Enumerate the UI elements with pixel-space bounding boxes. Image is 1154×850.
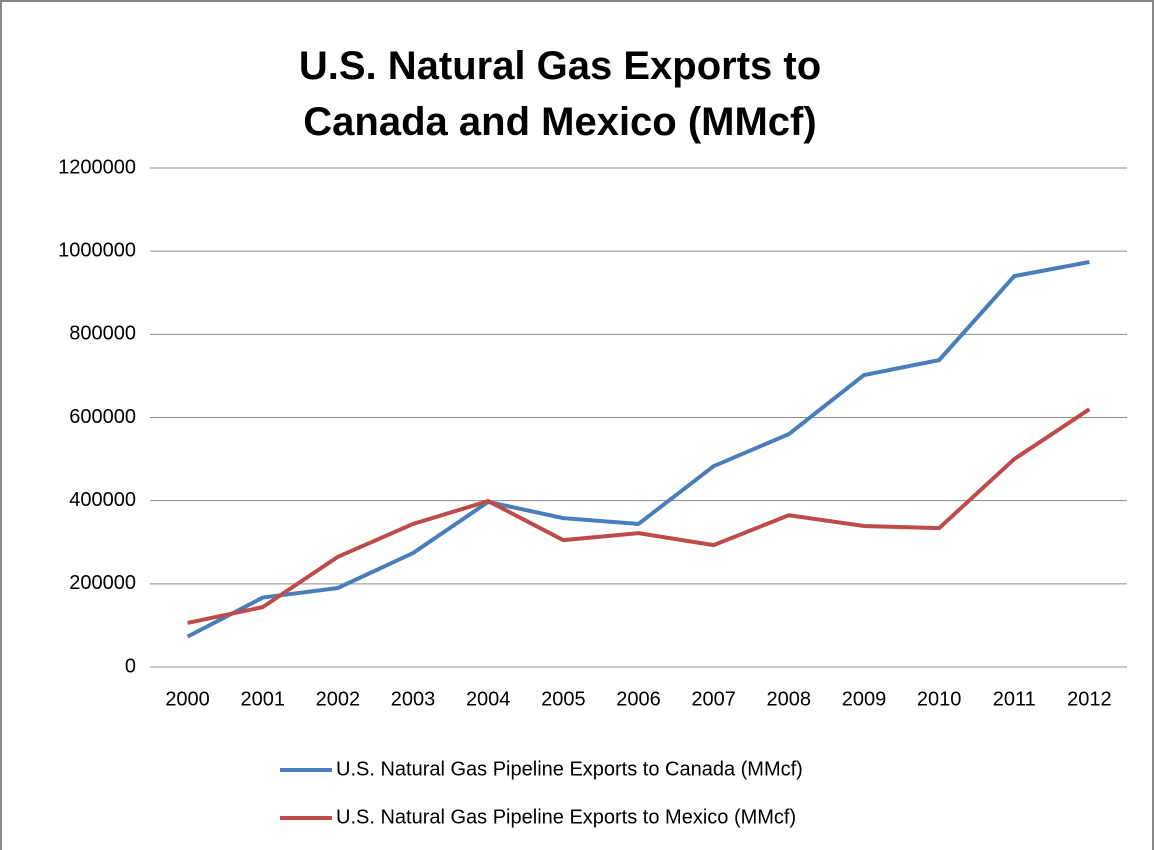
x-tick-label: 2009 (842, 688, 887, 710)
x-tick-label: 2002 (316, 688, 361, 710)
y-tick-label: 400000 (69, 489, 136, 511)
x-tick-label: 2006 (616, 688, 661, 710)
legend-label: U.S. Natural Gas Pipeline Exports to Can… (336, 758, 803, 780)
y-tick-label: 0 (125, 655, 136, 677)
y-tick-label: 1000000 (58, 239, 136, 261)
series-line (186, 260, 1090, 639)
x-tick-label: 2001 (240, 688, 285, 710)
y-tick-label: 1200000 (58, 156, 136, 178)
x-tick-label: 2011 (993, 688, 1036, 710)
x-tick-label: 2000 (165, 688, 210, 710)
y-tick-label: 800000 (69, 323, 136, 345)
x-tick-label: 2007 (691, 688, 736, 710)
series-line (187, 407, 1091, 625)
x-tick-label: 2010 (917, 688, 962, 710)
y-tick-label: 600000 (69, 406, 136, 428)
x-tick-label: 2008 (767, 688, 812, 710)
chart-title: U.S. Natural Gas Exports to Canada and M… (298, 44, 822, 144)
x-tick-label: 2003 (391, 688, 436, 710)
y-tick-label: 200000 (69, 572, 136, 594)
x-tick-label: 2004 (466, 688, 511, 710)
x-tick-label: 2005 (541, 688, 586, 710)
legend-label: U.S. Natural Gas Pipeline Exports to Mex… (336, 806, 796, 828)
x-tick-label: 2012 (1067, 688, 1112, 710)
